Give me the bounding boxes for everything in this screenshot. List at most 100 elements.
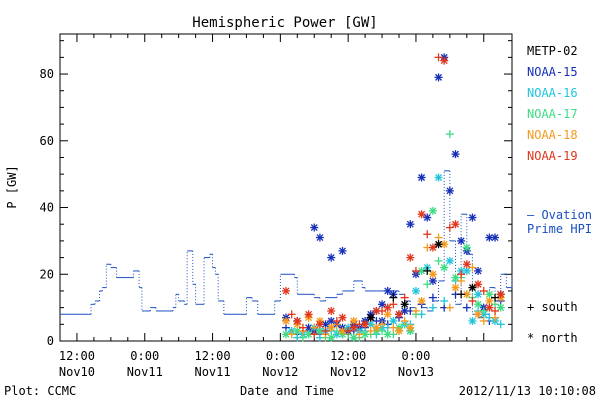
star-d2 — [463, 244, 471, 252]
star-d2 — [457, 237, 465, 245]
south-point — [457, 290, 466, 299]
star-d2 — [406, 324, 414, 332]
south-point — [287, 310, 296, 319]
north-point — [496, 303, 505, 312]
south-point — [491, 306, 500, 315]
north-point — [428, 276, 437, 285]
star-d2 — [418, 297, 426, 305]
south-point — [445, 130, 454, 139]
plot-credit: Plot: CCMC — [4, 384, 76, 398]
north-point — [434, 240, 443, 249]
south-point — [457, 270, 466, 279]
north-point — [474, 266, 483, 275]
star-d2 — [316, 327, 324, 335]
star-d2 — [485, 234, 493, 242]
star-d2 — [429, 244, 437, 252]
south-point — [440, 296, 449, 305]
x-tick-label-date: Nov13 — [398, 365, 434, 379]
star-d2 — [327, 317, 335, 325]
north-point — [485, 290, 494, 299]
star-d2 — [282, 330, 290, 338]
north-point — [327, 333, 336, 342]
north-point — [282, 286, 290, 295]
north-point — [338, 326, 347, 335]
star-d2 — [372, 307, 380, 315]
north-point — [428, 243, 437, 252]
star-d2 — [418, 174, 426, 181]
star-d2 — [327, 334, 335, 342]
north-point — [366, 313, 375, 322]
north-point — [417, 173, 426, 182]
south-point — [491, 300, 500, 309]
north-point — [451, 220, 460, 229]
legend: METP-02 NOAA-15 NOAA-16 NOAA-17 NOAA-18 NOAA-… — [527, 44, 592, 345]
star-d2 — [327, 307, 335, 315]
north-point — [457, 236, 466, 245]
north-point — [417, 210, 426, 219]
north-point — [372, 306, 381, 315]
star-d2 — [384, 304, 392, 312]
north-point — [315, 320, 324, 329]
star-d2 — [474, 300, 482, 308]
star-d2 — [446, 257, 454, 265]
north-point — [406, 253, 415, 262]
star-d2 — [406, 220, 414, 228]
legend-entry: NOAA-16 — [527, 86, 578, 100]
star-d2 — [452, 274, 459, 282]
star-d2 — [485, 290, 493, 298]
legend-entry: NOAA-17 — [527, 107, 578, 121]
star-d2 — [339, 247, 346, 255]
star-d2 — [468, 214, 476, 221]
north-point — [321, 320, 330, 329]
south-point — [423, 280, 432, 289]
star-d2 — [452, 220, 459, 228]
north-point — [474, 300, 483, 309]
north-point — [389, 316, 398, 325]
south-point — [496, 320, 505, 329]
legend-entry: METP-02 — [527, 44, 578, 58]
x-tick-label-time: 12:00 — [194, 349, 230, 363]
south-point — [445, 223, 454, 232]
north-point — [428, 206, 437, 215]
legend-marker: * north — [527, 331, 578, 345]
plot-timestamp: 2012/11/13 10:10:08 — [459, 384, 596, 398]
star-d2 — [485, 304, 493, 312]
north-point — [485, 296, 494, 305]
north-point — [423, 213, 432, 222]
star-d2 — [401, 300, 409, 308]
north-point — [417, 296, 426, 305]
south-point — [411, 306, 420, 315]
north-point — [451, 273, 460, 282]
x-tick-label-time: 0:00 — [401, 349, 430, 363]
north-point — [474, 290, 483, 299]
star-d2 — [367, 314, 375, 322]
south-point — [389, 323, 398, 332]
north-point — [383, 286, 392, 295]
south-point — [423, 266, 432, 275]
star-d2 — [423, 214, 431, 221]
star-d2 — [395, 310, 403, 318]
x-axis-label: Date and Time — [240, 384, 334, 398]
chart-title: Hemispheric Power [GW] — [192, 15, 377, 31]
north-point — [366, 320, 375, 329]
north-point — [383, 303, 392, 312]
north-point — [378, 300, 387, 309]
x-tick-label-time: 12:00 — [59, 349, 95, 363]
star-d2 — [282, 287, 290, 295]
north-point — [468, 283, 477, 292]
star-d2 — [463, 260, 471, 268]
south-point — [355, 330, 364, 339]
north-point — [411, 286, 420, 295]
star-d2 — [350, 334, 358, 342]
star-d2 — [395, 327, 403, 335]
star-d2 — [474, 290, 482, 298]
star-d2 — [322, 320, 330, 328]
north-point — [468, 316, 477, 325]
star-d2 — [310, 224, 318, 232]
north-point — [395, 326, 403, 335]
x-axis: 12:00 Nov10 0:00 Nov11 12:00 Nov11 0:00 Nov12 12… — [59, 34, 485, 379]
south-point — [366, 326, 375, 335]
north-point — [451, 283, 460, 292]
north-point — [349, 333, 358, 342]
star-d2 — [485, 297, 493, 305]
